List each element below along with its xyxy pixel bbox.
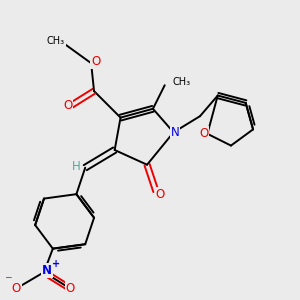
Text: CH₃: CH₃ xyxy=(172,77,190,87)
Text: O: O xyxy=(63,99,72,112)
Text: N: N xyxy=(171,126,179,139)
Text: H: H xyxy=(71,160,80,173)
Text: N: N xyxy=(42,264,52,277)
Text: O: O xyxy=(66,282,75,295)
Text: O: O xyxy=(11,282,21,295)
Text: O: O xyxy=(156,188,165,201)
Text: O: O xyxy=(91,55,100,68)
Text: ⁻: ⁻ xyxy=(4,274,12,289)
Text: +: + xyxy=(52,259,60,269)
Text: O: O xyxy=(199,127,208,140)
Text: CH₃: CH₃ xyxy=(47,36,65,46)
